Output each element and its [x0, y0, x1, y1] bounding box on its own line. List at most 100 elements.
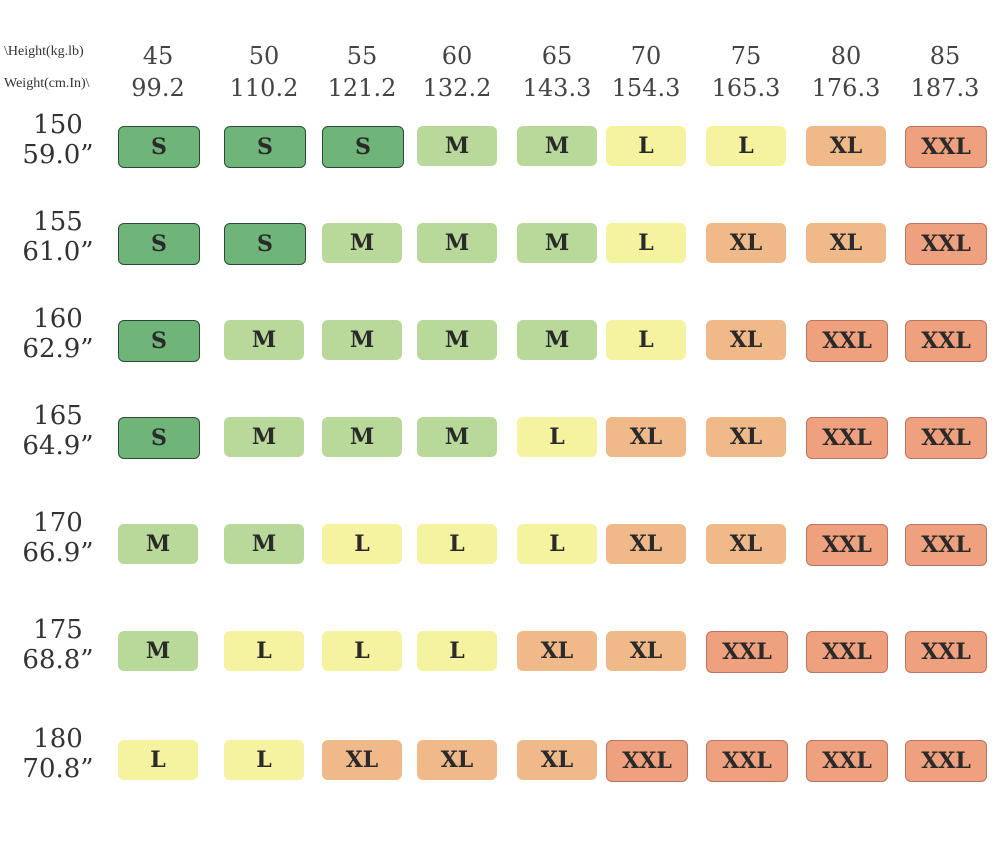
size-cell: XL: [417, 740, 497, 780]
size-cell: XL: [706, 417, 786, 457]
size-cell: L: [606, 126, 686, 166]
size-cell: L: [517, 417, 597, 457]
size-cell: L: [606, 223, 686, 263]
row-height-in: 64.9”: [22, 431, 94, 461]
size-cell: M: [417, 223, 497, 263]
size-cell: S: [118, 126, 200, 168]
row-header: 175 68.8”: [8, 617, 108, 673]
row-height-cm: 150: [33, 110, 83, 140]
row-header: 155 61.0”: [8, 209, 108, 265]
row-height-cm: 180: [33, 724, 83, 754]
size-cell: S: [322, 126, 404, 168]
size-cell: M: [417, 417, 497, 457]
size-cell: M: [118, 524, 198, 564]
size-cell: XXL: [905, 740, 987, 782]
size-cell: XL: [706, 320, 786, 360]
row-height-in: 62.9”: [22, 334, 94, 364]
size-cell: M: [517, 320, 597, 360]
size-cell: L: [517, 524, 597, 564]
size-cell: XL: [706, 524, 786, 564]
row-height-cm: 160: [33, 304, 83, 334]
column-weight-lb: 187.3: [910, 74, 980, 102]
size-cell: XL: [322, 740, 402, 780]
size-cell: M: [517, 223, 597, 263]
row-height-cm: 165: [33, 401, 83, 431]
column-header: 50 110.2: [214, 42, 314, 102]
size-cell: XXL: [905, 320, 987, 362]
size-cell: M: [517, 126, 597, 166]
row-height-in: 61.0”: [22, 237, 94, 267]
size-cell: L: [224, 740, 304, 780]
size-cell: S: [118, 417, 200, 459]
column-weight-kg: 50: [248, 42, 280, 70]
size-cell: XXL: [905, 631, 987, 673]
size-cell: XXL: [905, 126, 987, 168]
size-cell: S: [118, 320, 200, 362]
size-cell: L: [417, 631, 497, 671]
size-cell: XL: [606, 524, 686, 564]
size-cell: M: [322, 320, 402, 360]
column-weight-lb: 176.3: [811, 74, 881, 102]
column-weight-lb: 110.2: [229, 74, 299, 102]
size-cell: S: [118, 223, 200, 265]
row-header: 160 62.9”: [8, 306, 108, 362]
size-cell: XL: [806, 223, 886, 263]
size-cell: M: [417, 320, 497, 360]
size-cell: XL: [517, 740, 597, 780]
row-header: 165 64.9”: [8, 403, 108, 459]
column-header: 65 143.3: [507, 42, 607, 102]
row-header: 170 66.9”: [8, 510, 108, 566]
row-height-in: 68.8”: [22, 645, 94, 675]
column-header: 85 187.3: [895, 42, 995, 102]
size-cell: M: [322, 223, 402, 263]
size-cell: XL: [517, 631, 597, 671]
size-cell: L: [322, 631, 402, 671]
size-cell: XXL: [806, 524, 888, 566]
size-cell: XXL: [806, 631, 888, 673]
row-height-in: 59.0”: [22, 140, 94, 170]
column-header: 70 154.3: [596, 42, 696, 102]
size-cell: S: [224, 223, 306, 265]
size-cell: M: [224, 524, 304, 564]
size-cell: XL: [706, 223, 786, 263]
column-header: 45 99.2: [108, 42, 208, 102]
size-cell: XXL: [806, 740, 888, 782]
size-cell: L: [322, 524, 402, 564]
column-header: 80 176.3: [796, 42, 896, 102]
size-cell: XL: [806, 126, 886, 166]
height-axis-label: \Height(kg.lb): [4, 44, 84, 59]
row-height-in: 70.8”: [22, 754, 94, 784]
size-cell: XXL: [905, 223, 987, 265]
column-weight-kg: 65: [541, 42, 573, 70]
size-cell: XXL: [905, 417, 987, 459]
column-weight-kg: 45: [142, 42, 174, 70]
size-cell: XXL: [905, 524, 987, 566]
weight-axis-label: Weight(cm.In)\: [4, 76, 90, 91]
size-cell: XL: [606, 417, 686, 457]
column-weight-kg: 75: [730, 42, 762, 70]
column-weight-kg: 55: [346, 42, 378, 70]
size-cell: XXL: [706, 740, 788, 782]
size-cell: XXL: [806, 417, 888, 459]
column-header: 60 132.2: [407, 42, 507, 102]
column-weight-lb: 154.3: [611, 74, 681, 102]
size-cell: XXL: [606, 740, 688, 782]
column-weight-lb: 132.2: [422, 74, 492, 102]
size-cell: L: [118, 740, 198, 780]
column-weight-lb: 143.3: [522, 74, 592, 102]
column-weight-lb: 121.2: [327, 74, 397, 102]
size-cell: L: [224, 631, 304, 671]
column-weight-kg: 85: [929, 42, 961, 70]
column-header: 75 165.3: [696, 42, 796, 102]
size-cell: L: [606, 320, 686, 360]
row-height-cm: 175: [33, 615, 83, 645]
size-cell: M: [224, 417, 304, 457]
column-weight-kg: 80: [830, 42, 862, 70]
size-cell: M: [322, 417, 402, 457]
column-weight-kg: 60: [441, 42, 473, 70]
size-cell: M: [417, 126, 497, 166]
column-header: 55 121.2: [312, 42, 412, 102]
row-height-cm: 170: [33, 508, 83, 538]
size-cell: S: [224, 126, 306, 168]
column-weight-lb: 165.3: [711, 74, 781, 102]
